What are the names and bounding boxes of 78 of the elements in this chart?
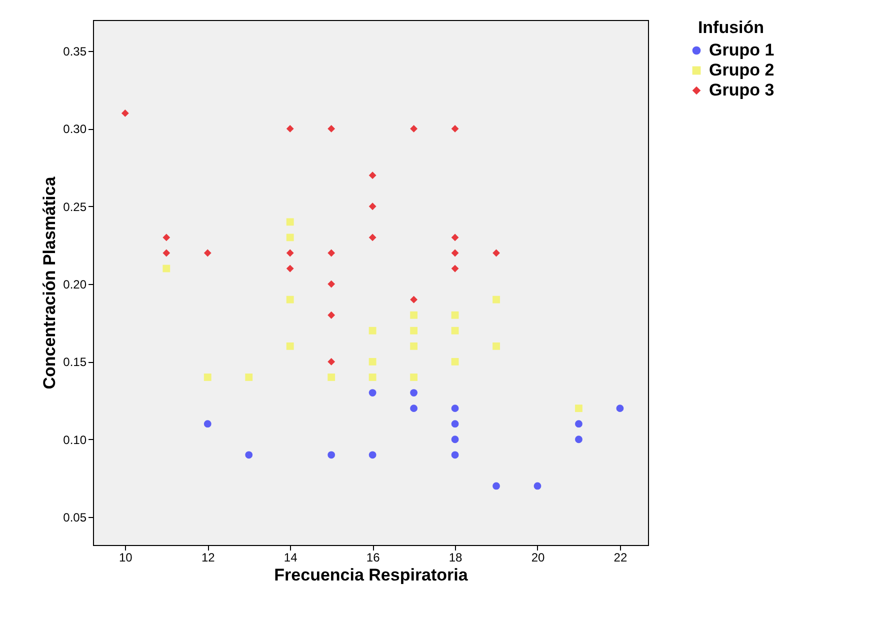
point [451,420,459,428]
point [328,374,336,381]
x-tick-label: 20 [531,550,545,564]
y-tick-label: 0.25 [63,200,87,214]
point [204,420,212,428]
y-tick-label: 0.10 [63,432,87,447]
point [204,249,212,257]
point [328,125,336,132]
point [410,311,418,319]
point [492,296,500,304]
point [451,234,459,242]
point [245,374,253,381]
legend-label: Grupo 1 [709,40,774,60]
point [286,342,294,350]
point [286,296,294,304]
point [368,451,376,459]
point [451,404,459,412]
x-tick-label: 14 [284,550,298,564]
point [368,358,376,366]
point [575,404,582,412]
point [368,326,376,334]
x-tick-label: 10 [118,550,133,564]
legend-label: Grupo 2 [709,60,774,80]
point [575,420,582,428]
point [286,218,294,226]
y-tick-label: 0.20 [63,278,87,292]
point [368,389,376,396]
point [368,234,376,242]
point [328,311,336,319]
point [162,249,170,257]
point [451,264,459,272]
point [451,451,459,459]
point [328,358,336,366]
point [451,358,459,366]
point [410,404,418,412]
point [534,482,542,490]
point [451,249,459,257]
point [368,172,376,180]
x-tick-label: 22 [614,550,628,564]
point [410,125,418,132]
point [286,249,294,257]
y-axis-title: Concentración Plasmática [40,176,60,390]
point [328,451,336,459]
point [451,125,459,132]
point [328,280,336,288]
point [286,234,294,242]
y-tick-label: 0.05 [63,510,87,525]
legend-label: Grupo 3 [709,80,774,100]
point [286,264,294,272]
point [575,436,582,444]
point [410,296,418,304]
x-axis-title: Frecuencia Respiratoria [274,566,468,584]
legend-title: Infusión [698,18,764,37]
point [162,264,170,272]
point [451,326,459,334]
point [245,451,253,459]
y-tick-label: 0.35 [63,44,87,59]
x-tick-label: 18 [448,550,463,564]
point [286,125,294,132]
point [451,311,459,319]
point [410,342,418,350]
point [410,389,418,396]
point [616,404,624,412]
point [492,482,500,490]
point [121,109,129,117]
point [410,326,418,334]
point [368,374,376,381]
y-tick-label: 0.30 [63,122,87,136]
x-tick-label: 12 [201,550,216,564]
y-tick-label: 0.15 [63,355,87,370]
point [368,202,376,210]
point [328,249,336,257]
point [162,234,170,242]
point [410,374,418,381]
point [492,342,500,350]
point [204,374,212,381]
point [451,436,459,444]
x-tick-label: 16 [366,550,380,564]
